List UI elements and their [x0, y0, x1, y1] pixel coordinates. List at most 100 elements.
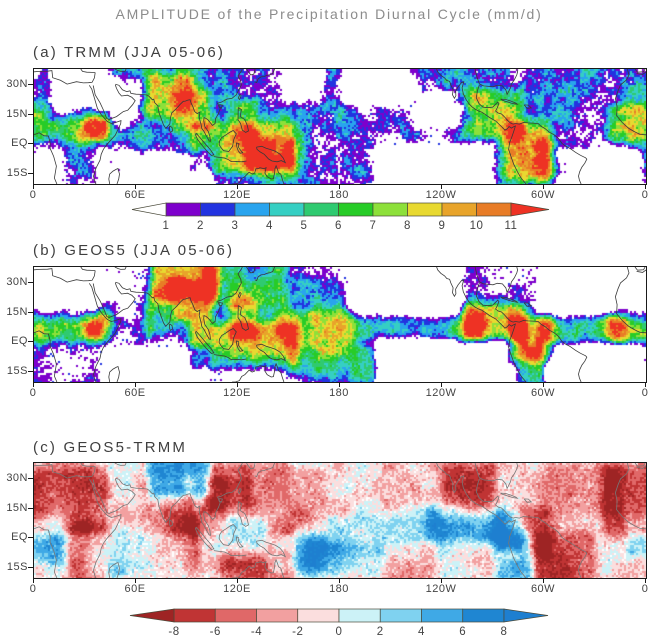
panel-c-map [33, 462, 647, 579]
colorbar-tick-label: 3 [232, 220, 239, 232]
x-tick-label-c: 60E [124, 583, 146, 595]
x-tick-label-a: 60W [530, 189, 556, 201]
colorbar-segment [297, 608, 340, 623]
y-tick-label-b: 15S [6, 365, 28, 378]
y-tick-label-a: EQ [11, 137, 28, 150]
x-tick-label-a: 120E [223, 189, 251, 201]
x-tick-mark [33, 579, 34, 583]
x-tick-mark [237, 383, 238, 387]
x-tick-mark [33, 185, 34, 189]
x-tick-label-b: 0 [29, 387, 37, 399]
colorbar-tick-label: 10 [470, 220, 484, 232]
colorbar-under-arrow [129, 608, 175, 623]
colorbar-tick-label: 0 [336, 626, 343, 638]
colorbar-segment [200, 202, 236, 217]
x-tick-mark [135, 185, 136, 189]
difference-colorbar: -8 -6 -4 -2 0 2 4 6 8 [129, 608, 549, 638]
y-tick-label-b: 15N [6, 305, 28, 318]
x-tick-label-c: 180 [329, 583, 349, 595]
x-tick-mark [441, 185, 442, 189]
colorbar-tick-label: 4 [418, 626, 425, 638]
y-tick-label-a: 15S [6, 167, 28, 180]
y-tick-mark [28, 537, 33, 539]
x-tick-label-a: 0 [29, 189, 37, 201]
colorbar-segment [407, 202, 443, 217]
x-tick-label-b: 120W [425, 387, 457, 399]
x-tick-mark [339, 383, 340, 387]
panel-c-raster [34, 463, 646, 578]
x-tick-label-b: 60E [124, 387, 146, 399]
x-tick-label-a: 60E [124, 189, 146, 201]
colorbar-tick-label: -8 [168, 626, 179, 638]
y-tick-mark [28, 173, 33, 175]
x-tick-mark [339, 185, 340, 189]
y-tick-mark [28, 113, 33, 115]
y-tick-label-b: 30N [6, 275, 28, 288]
y-tick-mark [28, 311, 33, 313]
x-tick-mark [543, 383, 544, 387]
colorbar-tick-label: 2 [377, 626, 384, 638]
amplitude-colorbar: 1 2 3 4 5 6 7 8 9 10 11 [131, 202, 550, 232]
colorbar-tick-label: 7 [370, 220, 377, 232]
colorbar-tick-label: -2 [292, 626, 303, 638]
colorbar-segment [421, 608, 464, 623]
colorbar-segment [234, 202, 270, 217]
x-tick-mark [645, 579, 646, 583]
y-tick-label-a: 30N [6, 77, 28, 90]
colorbar-segment [372, 202, 408, 217]
x-tick-label-c: 0 [29, 583, 37, 595]
colorbar-segment [303, 202, 339, 217]
y-tick-mark [28, 341, 33, 343]
colorbar-segment [269, 202, 305, 217]
colorbar-tick-label: 2 [197, 220, 204, 232]
colorbar-over-arrow [503, 608, 549, 623]
y-tick-label-a: 15N [6, 107, 28, 120]
colorbar-tick-label: 8 [501, 626, 508, 638]
panel-b-raster [34, 267, 646, 382]
x-tick-mark [135, 383, 136, 387]
x-tick-label-c: 0 [641, 583, 649, 595]
panel-c-label: (c) GEOS5-TRMM [33, 439, 188, 456]
x-tick-label-c: 120W [425, 583, 457, 595]
x-tick-mark [135, 579, 136, 583]
y-tick-mark [28, 477, 33, 479]
y-tick-label-c: 30N [6, 471, 28, 484]
x-tick-label-c: 120E [223, 583, 251, 595]
y-tick-label-c: 15N [6, 501, 28, 514]
x-tick-mark [339, 579, 340, 583]
colorbar-tick-label: 8 [404, 220, 411, 232]
panel-b-label: (b) GEOS5 (JJA 05-06) [33, 242, 235, 259]
x-tick-mark [441, 579, 442, 583]
colorbar-tick-label: 9 [439, 220, 446, 232]
colorbar-tick-label: 1 [163, 220, 170, 232]
colorbar-under-arrow [131, 202, 167, 217]
colorbar-tick-label: 5 [301, 220, 308, 232]
colorbar-segment [214, 608, 257, 623]
x-tick-mark [237, 185, 238, 189]
x-tick-label-b: 0 [641, 387, 649, 399]
colorbar-segment [256, 608, 299, 623]
y-tick-mark [28, 371, 33, 373]
y-tick-mark [28, 281, 33, 283]
x-tick-label-b: 120E [223, 387, 251, 399]
colorbar-segment [338, 608, 381, 623]
x-tick-mark [645, 185, 646, 189]
colorbar-tick-label: 6 [335, 220, 342, 232]
x-tick-mark [441, 383, 442, 387]
x-tick-mark [543, 579, 544, 583]
x-tick-mark [237, 579, 238, 583]
figure-title: AMPLITUDE of the Precipitation Diurnal C… [115, 6, 543, 22]
panel-a-raster [34, 69, 646, 184]
colorbar-tick-label: 6 [459, 626, 466, 638]
colorbar-segment [476, 202, 512, 217]
colorbar-tick-label: 11 [505, 220, 518, 232]
colorbar-tick-label: -6 [210, 626, 221, 638]
x-tick-label-b: 180 [329, 387, 349, 399]
x-tick-mark [543, 185, 544, 189]
panel-a-label: (a) TRMM (JJA 05-06) [33, 44, 226, 61]
y-tick-mark [28, 507, 33, 509]
panel-a-map [33, 68, 647, 185]
colorbar-segment [462, 608, 505, 623]
y-tick-label-b: EQ [11, 335, 28, 348]
x-tick-label-a: 120W [425, 189, 457, 201]
